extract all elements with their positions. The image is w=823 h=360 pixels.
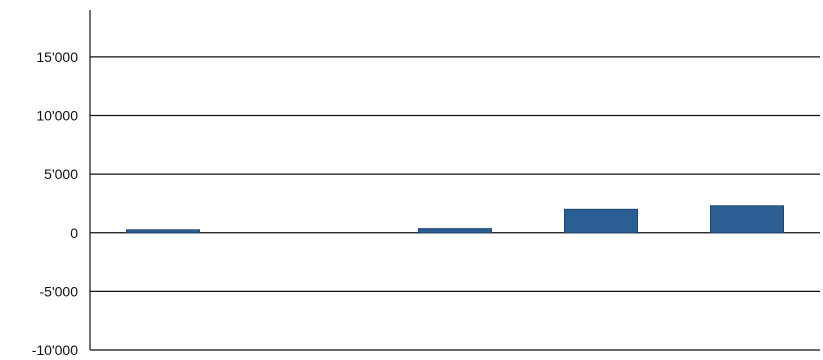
y-tick-label: 5'000: [44, 166, 78, 182]
bar-1: [126, 229, 200, 234]
y-tick-label: 15'000: [36, 49, 78, 65]
y-tick-label: 0: [70, 225, 78, 241]
y-tick-label: -5'000: [40, 283, 79, 299]
bar-4: [564, 208, 638, 234]
y-tick-label: -10'000: [32, 342, 78, 358]
bars: [126, 205, 784, 234]
bar-5: [710, 205, 784, 234]
bar-3: [418, 228, 492, 234]
y-tick-label: 10'000: [36, 108, 78, 124]
y-axis-tick-labels: 15'000 10'000 5'000 0 -5'000 -10'000: [32, 49, 78, 358]
gridlines: [90, 56, 820, 351]
